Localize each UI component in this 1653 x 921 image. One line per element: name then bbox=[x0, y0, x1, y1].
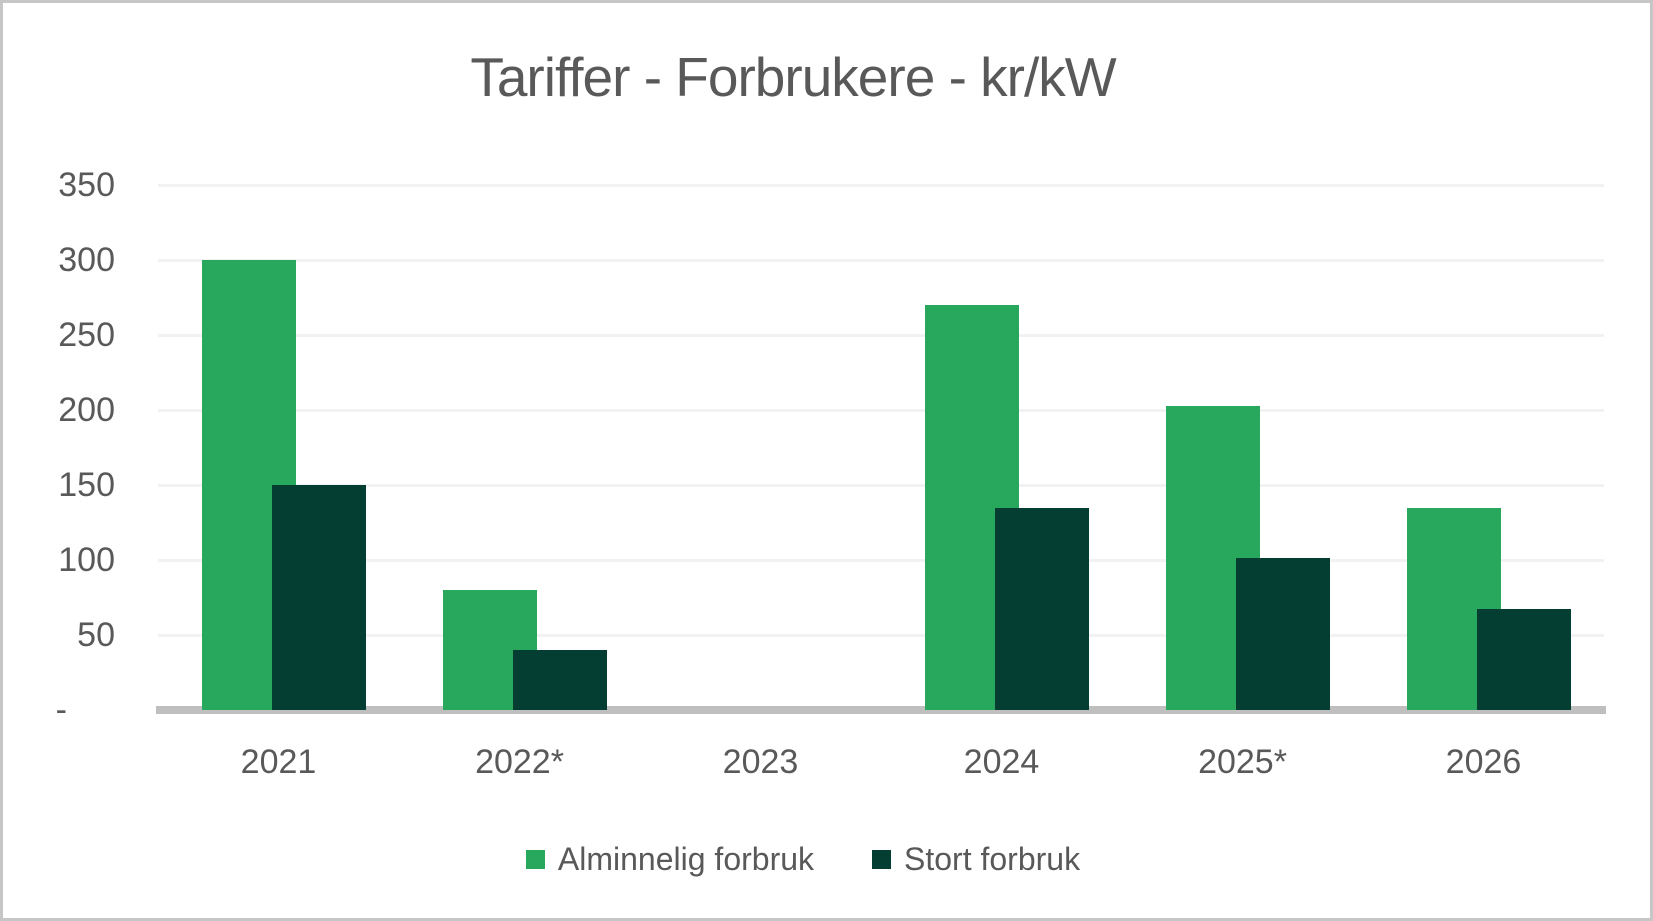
gridline-100 bbox=[158, 559, 1604, 562]
x-axis-line bbox=[156, 706, 1606, 714]
legend-label: Alminnelig forbruk bbox=[557, 841, 815, 877]
y-tick-350: 350 bbox=[58, 166, 115, 204]
y-tick-100: 100 bbox=[58, 541, 115, 579]
gridline-300 bbox=[158, 259, 1604, 262]
y-tick-150: 150 bbox=[58, 466, 115, 504]
bar-2021-stort-forbruk bbox=[271, 485, 366, 710]
x-tick-2021: 2021 bbox=[240, 743, 317, 781]
x-tick-2024: 2024 bbox=[963, 743, 1040, 781]
plot-area: 350 300 250 200 150 100 50- 2021 2022* 2023 2024 20… bbox=[3, 3, 1650, 918]
y-tick-200: 200 bbox=[58, 391, 115, 429]
x-tick-2025: 2025* bbox=[1198, 743, 1287, 781]
gridline-200 bbox=[158, 409, 1604, 412]
gridline-50 bbox=[158, 634, 1604, 637]
y-tick-50: 50 bbox=[77, 616, 115, 654]
gridline-250 bbox=[158, 334, 1604, 337]
legend-swatch-icon bbox=[525, 850, 545, 869]
bar-2025-stort-forbruk bbox=[1235, 558, 1330, 710]
legend-label: Stort forbruk bbox=[904, 841, 1081, 877]
legend-item-alminnelig-forbruk: Alminnelig forbruk bbox=[525, 841, 815, 878]
bar-2026-stort-forbruk bbox=[1476, 608, 1571, 710]
gridline-350 bbox=[158, 184, 1604, 187]
chart-title: Tariffer - Forbrukere - kr/kW bbox=[470, 46, 1116, 108]
y-tick-zero: - bbox=[55, 691, 67, 729]
bar-2022-stort-forbruk bbox=[512, 650, 607, 710]
legend-item-stort-forbruk: Stort forbruk bbox=[872, 841, 1080, 878]
legend-swatch-icon bbox=[872, 850, 892, 869]
legend: Alminnelig forbruk Stort forbruk bbox=[3, 841, 1603, 878]
bar-2024-stort-forbruk bbox=[994, 507, 1089, 710]
x-tick-2022: 2022* bbox=[475, 743, 564, 781]
y-tick-250: 250 bbox=[58, 316, 115, 354]
x-tick-2026: 2026 bbox=[1445, 743, 1522, 781]
x-tick-2023: 2023 bbox=[722, 743, 799, 781]
y-tick-300: 300 bbox=[58, 241, 115, 279]
gridline-150 bbox=[158, 484, 1604, 487]
